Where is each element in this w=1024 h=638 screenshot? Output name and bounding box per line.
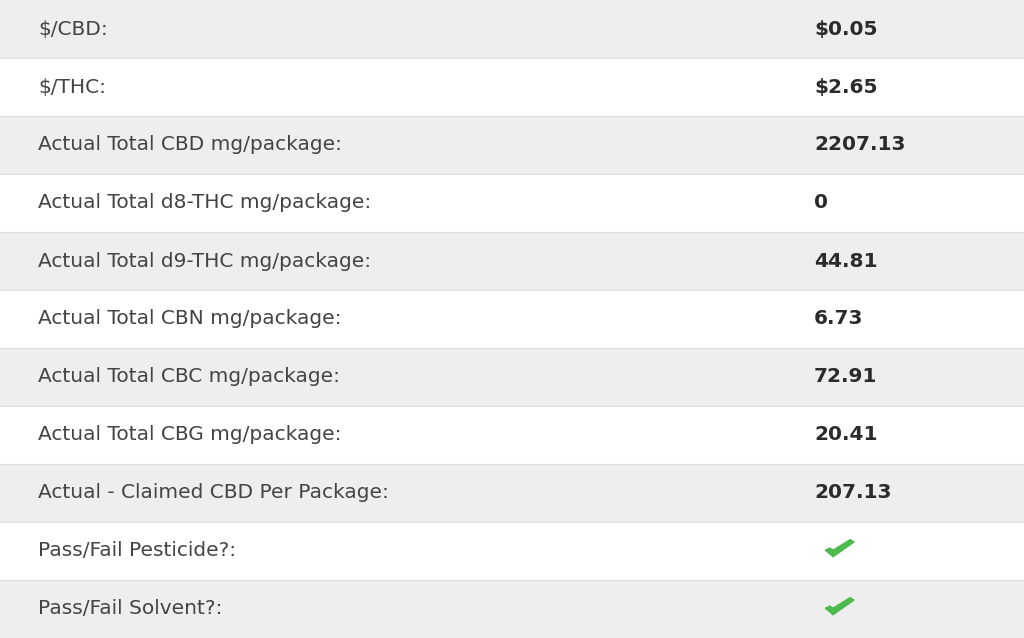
Bar bbox=[0, 580, 1024, 638]
Text: 44.81: 44.81 bbox=[814, 251, 878, 271]
Bar bbox=[0, 58, 1024, 116]
Text: Actual Total CBD mg/package:: Actual Total CBD mg/package: bbox=[38, 135, 342, 154]
Text: $/THC:: $/THC: bbox=[38, 77, 105, 96]
Text: Actual Total CBN mg/package:: Actual Total CBN mg/package: bbox=[38, 309, 341, 329]
Text: $2.65: $2.65 bbox=[814, 77, 878, 96]
Text: Actual - Claimed CBD Per Package:: Actual - Claimed CBD Per Package: bbox=[38, 484, 389, 503]
Text: $0.05: $0.05 bbox=[814, 20, 878, 38]
Text: Actual Total CBG mg/package:: Actual Total CBG mg/package: bbox=[38, 426, 341, 445]
Bar bbox=[0, 348, 1024, 406]
Bar bbox=[0, 232, 1024, 290]
Bar bbox=[0, 464, 1024, 522]
Polygon shape bbox=[825, 540, 854, 557]
Text: Actual Total d9-THC mg/package:: Actual Total d9-THC mg/package: bbox=[38, 251, 371, 271]
Bar bbox=[0, 0, 1024, 58]
Bar bbox=[0, 522, 1024, 580]
Text: $/CBD:: $/CBD: bbox=[38, 20, 108, 38]
Text: Pass/Fail Solvent?:: Pass/Fail Solvent?: bbox=[38, 600, 222, 618]
Bar bbox=[0, 290, 1024, 348]
Text: 207.13: 207.13 bbox=[814, 484, 892, 503]
Bar bbox=[0, 406, 1024, 464]
Text: 6.73: 6.73 bbox=[814, 309, 863, 329]
Text: Actual Total d8-THC mg/package:: Actual Total d8-THC mg/package: bbox=[38, 193, 371, 212]
Bar bbox=[0, 116, 1024, 174]
Polygon shape bbox=[825, 598, 854, 614]
Bar bbox=[0, 174, 1024, 232]
Text: Pass/Fail Pesticide?:: Pass/Fail Pesticide?: bbox=[38, 542, 236, 561]
Text: 2207.13: 2207.13 bbox=[814, 135, 905, 154]
Text: 72.91: 72.91 bbox=[814, 367, 878, 387]
Text: 0: 0 bbox=[814, 193, 828, 212]
Text: 20.41: 20.41 bbox=[814, 426, 878, 445]
Text: Actual Total CBC mg/package:: Actual Total CBC mg/package: bbox=[38, 367, 340, 387]
